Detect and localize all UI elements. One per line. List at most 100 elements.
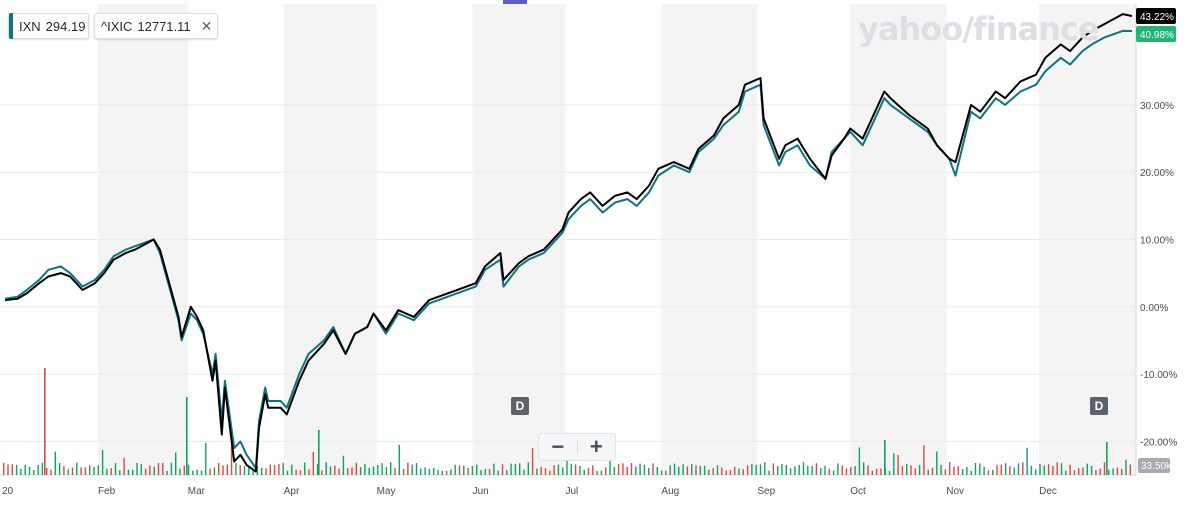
legend-symbol: ^IXIC [101,18,133,34]
volume-bar [936,451,938,475]
volume-bar [996,465,998,475]
volume-bar [140,464,142,475]
zoom-out-button[interactable]: − [551,434,565,459]
volume-bar [58,463,61,475]
volume-bar [44,368,46,475]
volume-bar [931,467,934,475]
volume-bar [798,464,800,475]
legend-item-ixic[interactable]: ^IXIC 12771.11 ✕ [94,13,218,39]
volume-bar [660,470,663,475]
volume-bar [110,468,112,475]
close-icon[interactable]: ✕ [200,17,213,34]
volume-bar [119,470,121,475]
volume-bar [84,467,87,475]
volume-bar [777,466,779,475]
volume-bar [243,465,246,475]
legend-item-ixn[interactable]: IXN 294.19 [8,13,89,39]
dividend-event-badge[interactable]: D [1090,397,1108,415]
volume-bar [815,463,818,475]
volume-bar [93,466,95,475]
volume-bar [175,452,177,475]
volume-bar [871,470,873,475]
volume-bar [20,468,22,475]
volume-bar [854,466,856,475]
volume-bar [536,468,538,475]
x-tick-label: Apr [284,486,300,497]
volume-bar [734,466,736,475]
volume-bar [157,463,160,475]
volume-bar [321,470,323,475]
volume-bar [97,465,99,475]
volume-bar [269,464,271,475]
volume-bar [832,470,835,475]
volume-bar [50,469,52,475]
volume-bar [192,470,194,475]
volume-bar [1000,464,1002,475]
volume-bar [746,465,749,475]
volume-bar [407,462,409,475]
volume-bar [738,468,740,475]
volume-bar [721,467,723,475]
volume-bar [222,465,224,475]
volume-bar [239,465,241,475]
volume-bar [712,467,714,475]
volume-bar [196,469,198,475]
volume-bar [205,442,207,475]
volume-bar [867,465,869,475]
volume-bar [136,462,138,475]
volume-bar [1116,467,1119,475]
volume-bar [845,468,848,475]
volume-bar [1047,464,1050,475]
volume-bar [381,463,383,475]
volume-bar [540,466,542,475]
volume-bar [1099,468,1101,475]
volume-bar [691,464,693,475]
volume-bar [433,467,435,475]
volume-bar [299,470,302,475]
volume-bar [974,462,977,475]
dividend-event-badge[interactable]: D [511,397,529,415]
volume-bar [295,469,297,475]
volume-bar [355,462,357,475]
volume-bar [80,467,82,475]
volume-bar [506,470,508,475]
volume-bar [471,466,474,475]
volume-bar [574,464,577,475]
volume-bar [802,462,805,475]
volume-bar [820,468,822,475]
volume-bar [467,468,469,475]
volume-bar [1082,467,1084,475]
volume-bar [501,463,504,475]
volume-bar [531,448,534,475]
volume-bar [153,466,155,475]
volume-bar [484,468,486,475]
volume-bar [377,465,379,475]
volume-bar [390,462,392,475]
volume-bar [415,463,418,475]
zoom-controls: − + [538,433,616,461]
volume-bar [1056,462,1058,475]
volume-bar [318,430,320,475]
volume-bar [811,465,813,475]
y-tick-label: 0.00% [1140,303,1168,314]
volume-bar [781,464,783,475]
x-tick-label: Sep [757,486,775,497]
volume-bar [170,462,173,475]
volume-bar [1086,463,1088,475]
volume-bar [596,470,598,475]
volume-bar [316,464,319,475]
volume-bar [123,457,125,475]
volume-bar [273,465,276,475]
volume-bar [7,464,9,475]
volume-bar [1004,463,1007,475]
volume-bar [28,466,31,475]
volume-bar [1125,459,1127,475]
volume-bar [334,465,336,475]
zoom-in-button[interactable]: + [589,434,603,459]
y-tick-label: -10.00% [1140,370,1177,381]
volume-bar [514,463,517,475]
volume-bar [3,462,5,475]
volume-bar [944,469,947,475]
volume-bar [759,464,762,475]
